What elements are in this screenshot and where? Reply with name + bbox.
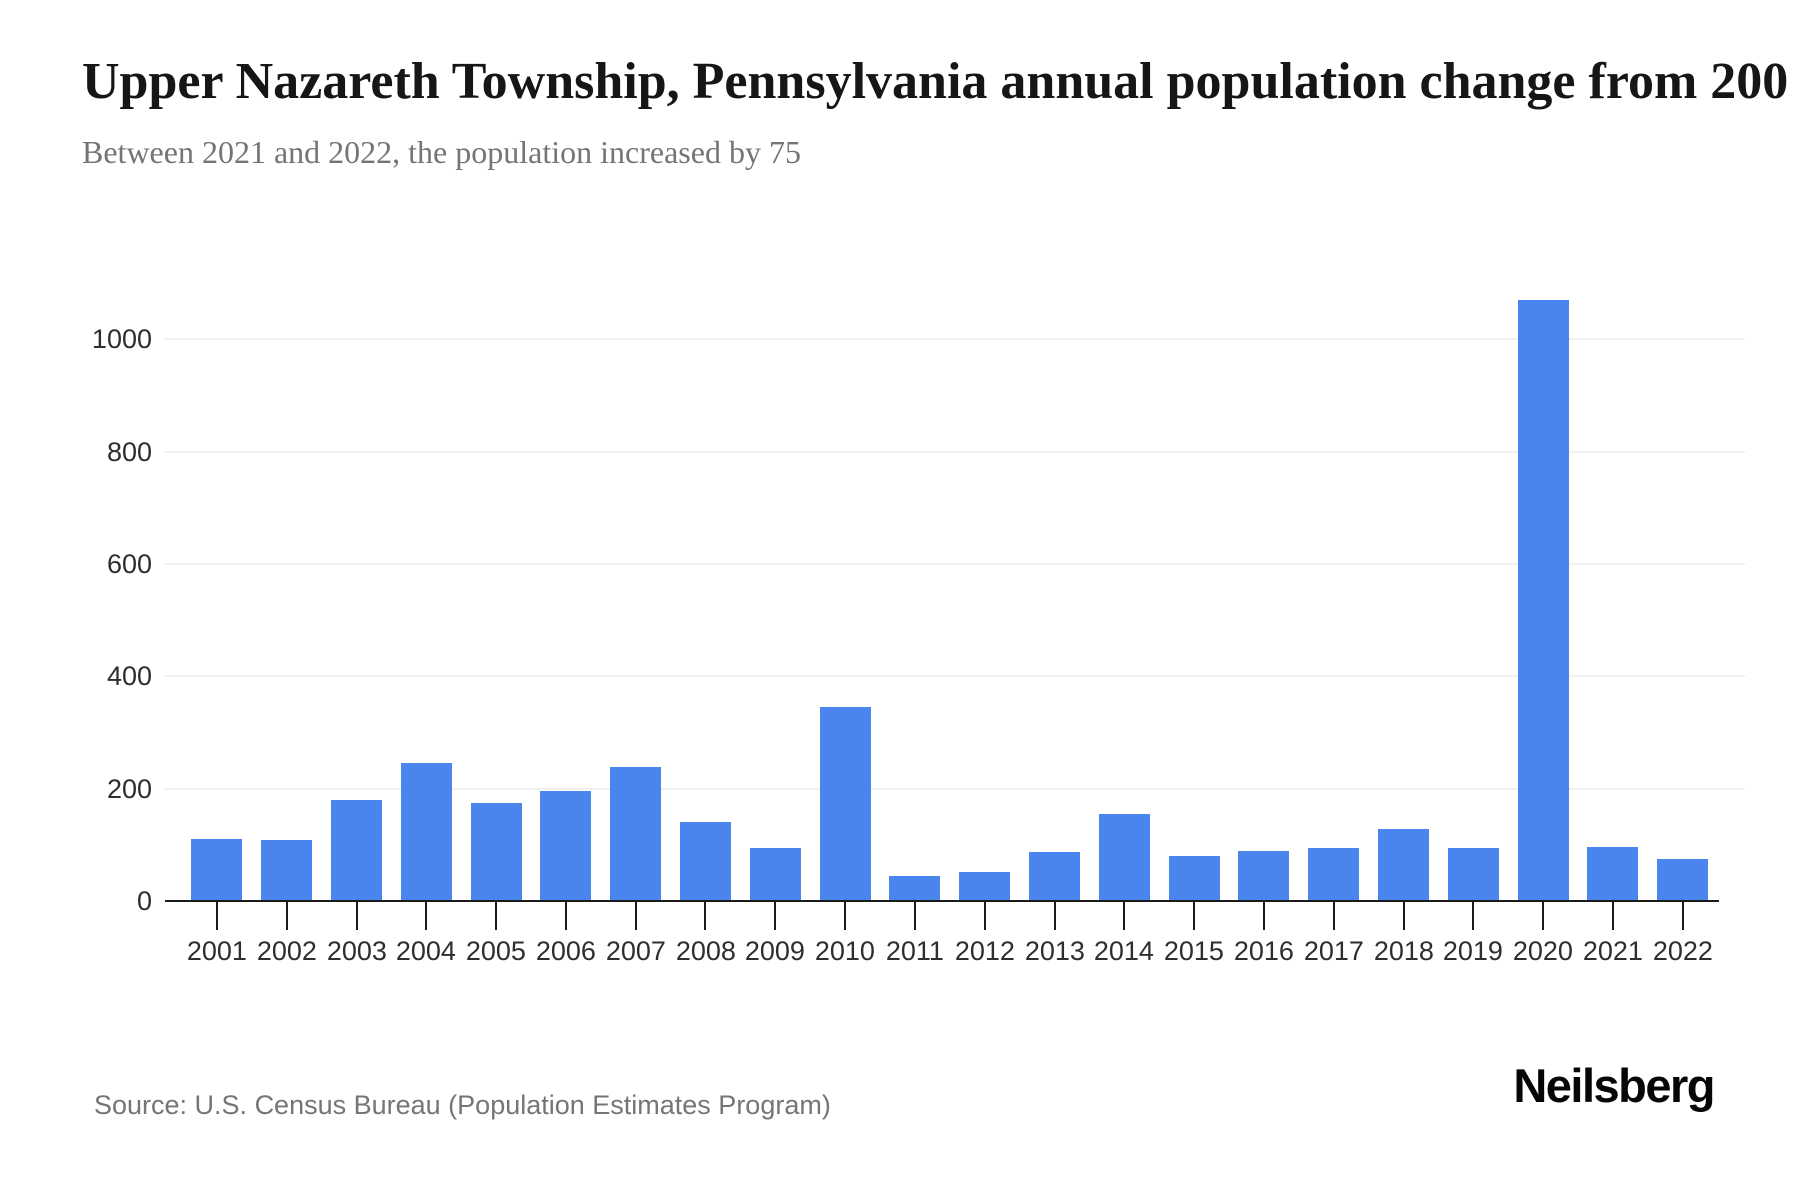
bar-2015[interactable] [1169, 856, 1220, 901]
x-axis-tick [1472, 902, 1474, 930]
x-axis-tick-label: 2012 [954, 936, 1015, 966]
bar-2017[interactable] [1308, 848, 1359, 901]
bar-2003[interactable] [331, 800, 382, 901]
x-axis-tick [565, 902, 567, 930]
gridline-400 [165, 675, 1745, 678]
bar-2001[interactable] [191, 839, 242, 901]
x-axis-tick-label: 2021 [1582, 936, 1643, 966]
x-axis-tick [1542, 902, 1544, 930]
bar-2021[interactable] [1587, 847, 1638, 901]
x-axis-tick [1193, 902, 1195, 930]
bar-2022[interactable] [1657, 859, 1708, 901]
gridline-1000 [165, 338, 1745, 341]
bar-2019[interactable] [1448, 848, 1499, 901]
x-axis-tick [844, 902, 846, 930]
x-axis-tick [1263, 902, 1265, 930]
source-attribution: Source: U.S. Census Bureau (Population E… [94, 1090, 831, 1120]
bar-2016[interactable] [1238, 851, 1289, 901]
x-axis-line [165, 900, 1719, 902]
x-axis-tick-label: 2002 [256, 936, 317, 966]
x-axis-tick [774, 902, 776, 930]
x-axis-tick-label: 2011 [885, 936, 944, 966]
x-axis-tick-label: 2005 [465, 936, 526, 966]
y-axis-tick-label: 1000 [91, 324, 152, 355]
bar-2012[interactable] [959, 872, 1010, 901]
neilsberg-logo[interactable]: Neilsberg [1513, 1059, 1715, 1112]
x-axis-tick-label: 2016 [1233, 936, 1294, 966]
x-axis-tick [286, 902, 288, 930]
x-axis-tick [1123, 902, 1125, 930]
x-axis-tick-label: 2022 [1652, 936, 1713, 966]
x-axis-tick-label: 2019 [1442, 936, 1503, 966]
x-axis-tick-label: 2006 [535, 936, 596, 966]
x-axis-tick-label: 2020 [1512, 936, 1573, 966]
x-axis-tick [216, 902, 218, 930]
bar-2018[interactable] [1378, 829, 1429, 901]
bar-2020[interactable] [1518, 300, 1569, 901]
x-axis-tick [984, 902, 986, 930]
x-axis-tick [425, 902, 427, 930]
bar-2006[interactable] [540, 791, 591, 901]
x-axis-tick [914, 902, 916, 930]
bar-2013[interactable] [1029, 852, 1080, 901]
bar-2004[interactable] [401, 763, 452, 901]
gridline-200 [165, 787, 1745, 790]
bar-2002[interactable] [261, 840, 312, 901]
bar-2009[interactable] [750, 848, 801, 901]
y-axis-tick-label: 0 [136, 886, 152, 916]
bar-2005[interactable] [471, 803, 522, 901]
page-title: Upper Nazareth Township, Pennsylvania an… [82, 53, 1789, 110]
x-axis-tick-label: 2018 [1373, 936, 1434, 966]
x-axis-tick-label: 2014 [1093, 936, 1154, 966]
x-axis-tick-label: 2007 [605, 936, 666, 966]
x-axis-tick [1403, 902, 1405, 930]
x-axis-tick-label: 2015 [1163, 936, 1224, 966]
bar-2007[interactable] [610, 767, 661, 901]
bar-2008[interactable] [680, 822, 731, 901]
x-axis-tick-label: 2010 [814, 936, 875, 966]
x-axis-tick-label: 2008 [675, 936, 736, 966]
x-axis-tick [495, 902, 497, 930]
y-axis-tick-label: 400 [106, 661, 152, 692]
x-axis-tick [704, 902, 706, 930]
x-axis-tick-label: 2009 [744, 936, 805, 966]
x-axis-tick-label: 2013 [1024, 936, 1085, 966]
chart-subtitle: Between 2021 and 2022, the population in… [82, 134, 801, 170]
gridline-600 [165, 562, 1745, 565]
bar-2011[interactable] [889, 876, 940, 901]
x-axis-tick [635, 902, 637, 930]
x-axis-tick-label: 2017 [1303, 936, 1364, 966]
x-axis-tick [1054, 902, 1056, 930]
gridline-800 [165, 450, 1745, 453]
bar-2010[interactable] [820, 707, 871, 901]
x-axis-tick [1612, 902, 1614, 930]
x-axis-tick [1682, 902, 1684, 930]
x-axis-tick [1333, 902, 1335, 930]
x-axis-tick-label: 2004 [395, 936, 456, 966]
x-axis-tick-label: 2001 [186, 936, 247, 966]
y-axis-tick-label: 200 [106, 773, 152, 804]
y-axis-tick-label: 600 [106, 548, 152, 579]
bar-2014[interactable] [1099, 814, 1150, 901]
x-axis-tick-label: 2003 [326, 936, 387, 966]
x-axis-tick [356, 902, 358, 930]
y-axis-tick-label: 800 [106, 436, 152, 467]
